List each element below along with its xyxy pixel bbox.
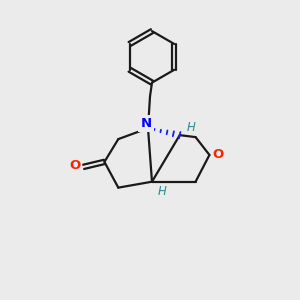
Text: O: O [213,148,224,161]
Text: O: O [69,159,80,172]
Text: N: N [140,117,152,130]
Text: H: H [187,121,196,134]
Text: H: H [158,185,166,198]
